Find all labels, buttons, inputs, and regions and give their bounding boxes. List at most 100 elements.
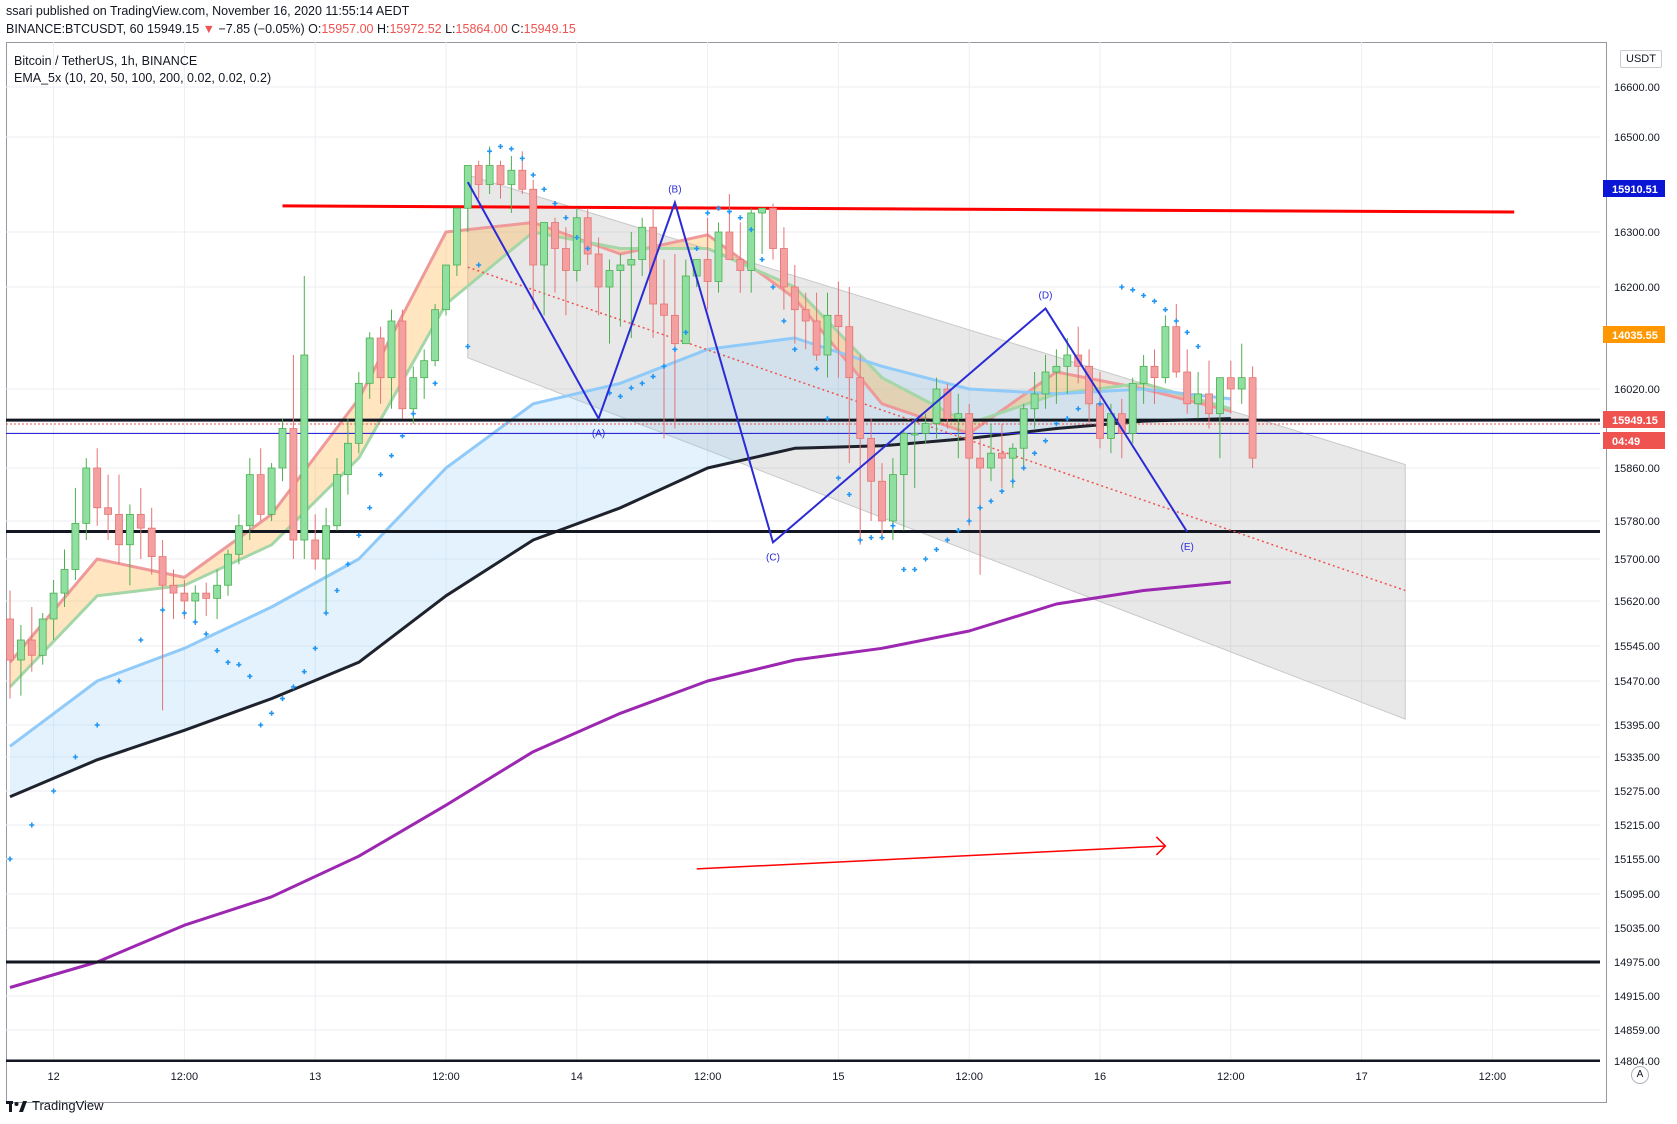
psar-dot (846, 492, 852, 497)
candle-body (1085, 365, 1093, 405)
candle-body (1128, 382, 1137, 434)
psar-dot (476, 262, 482, 268)
tradingview-brand[interactable]: TradingView (6, 1098, 104, 1113)
candle-body (1205, 393, 1213, 415)
psar-dot (181, 610, 187, 616)
candle-body (213, 584, 222, 599)
psar-dot (301, 669, 307, 675)
psar-dot (378, 472, 384, 478)
high-value: 15972.52 (389, 22, 442, 36)
candle-body (671, 314, 679, 345)
x-tick-label: 12:00 (1479, 1071, 1507, 1083)
candle-body (343, 442, 352, 476)
candle-body (278, 428, 287, 469)
candle-body (856, 377, 865, 439)
candle-body (60, 569, 69, 594)
psar-dot (977, 505, 983, 511)
psar-dot (7, 856, 13, 862)
psar-dot (29, 822, 35, 828)
y-tick-label: 16600.00 (1614, 82, 1660, 94)
candle-body (910, 433, 919, 436)
y-tick-label: 15335.00 (1614, 752, 1660, 764)
psar-dot (432, 380, 438, 386)
candle-body (1172, 326, 1181, 373)
psar-dot (1043, 438, 1048, 444)
price-badge (1603, 432, 1665, 449)
candle-body (1237, 377, 1246, 390)
candle-body (71, 522, 80, 570)
candle-body (540, 222, 548, 266)
change: −7.85 (−0.05%) (218, 22, 305, 36)
psar-dot (1097, 401, 1103, 407)
candle-body (1019, 408, 1028, 449)
close-value: 15949.15 (523, 22, 576, 36)
currency-button[interactable]: USDT (1620, 50, 1662, 68)
abcde-pattern (466, 181, 1189, 545)
indicator-legend[interactable]: EMA_5x (10, 20, 50, 100, 200, 0.02, 0.02… (14, 71, 272, 85)
psar-dot (639, 380, 645, 386)
candle-body (409, 377, 418, 410)
psar-dot (192, 619, 198, 625)
x-tick-label: 12:00 (432, 1071, 460, 1083)
psar-dot (334, 588, 340, 593)
candle-body (365, 337, 374, 384)
symbol-ohlc-line: BINANCE:BTCUSDT, 60 15949.15 ▼ −7.85 (−0… (6, 22, 576, 36)
psar-dot (138, 637, 144, 643)
candle-body (747, 212, 756, 271)
candle-body (485, 165, 494, 185)
y-tick-label: 16500.00 (1614, 132, 1660, 144)
candle-body (354, 382, 363, 444)
auto-scale-button[interactable]: A (1631, 1066, 1649, 1084)
x-tick-label: 12:00 (171, 1071, 199, 1083)
candle-body (1052, 365, 1061, 373)
psar-dot (716, 205, 721, 211)
candle-body (921, 423, 930, 434)
psar-dot (955, 528, 961, 533)
ema200-line (9, 580, 1231, 989)
psar-dot (290, 684, 296, 690)
open-value: 15957.00 (321, 22, 374, 36)
psar-dot (214, 648, 220, 654)
candle-body (758, 207, 766, 214)
psar-dot (585, 246, 591, 251)
psar-dot (1064, 416, 1070, 422)
psar-dot (814, 366, 820, 372)
y-tick-label: 15545.00 (1614, 641, 1660, 653)
psar-dot (508, 146, 514, 152)
psar-dot (912, 567, 918, 572)
candle-body (616, 264, 625, 271)
candle-body (867, 437, 875, 482)
psar-dot (574, 235, 580, 240)
candle-body (474, 165, 483, 185)
price-badge-label: 15910.51 (1612, 184, 1658, 196)
candle-body (583, 217, 592, 255)
down-arrow-icon: ▼ (202, 22, 216, 36)
candle-body (627, 259, 636, 266)
symbol[interactable]: BINANCE:BTCUSDT, 60 (6, 22, 144, 36)
brand-name: TradingView (32, 1098, 104, 1113)
psar-dot (617, 393, 623, 399)
psar-dot (519, 155, 525, 161)
psar-dot (705, 210, 711, 216)
candle-body (551, 222, 559, 249)
candle-body (954, 413, 963, 420)
price-badge-label: 14035.55 (1612, 330, 1658, 342)
x-tick-label: 14 (571, 1071, 583, 1083)
candle-body (943, 388, 952, 420)
candle-body (147, 527, 156, 558)
x-tick-label: 13 (309, 1071, 321, 1083)
psar-dot (94, 722, 100, 728)
candle-body (93, 467, 102, 509)
tradingview-logo-icon (6, 1100, 27, 1112)
candle-body (976, 457, 984, 469)
psar-dot (367, 505, 373, 511)
candle-body (1248, 377, 1257, 459)
candle-body (812, 320, 821, 356)
psar-dot (672, 346, 678, 352)
low-label: L: (445, 22, 456, 36)
psar-dot (530, 172, 536, 178)
pattern-label: (D) (1039, 291, 1053, 302)
psar-dot (781, 318, 787, 324)
psar-dot (737, 215, 743, 221)
